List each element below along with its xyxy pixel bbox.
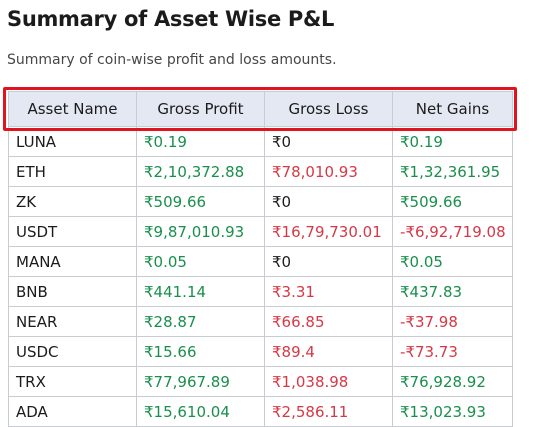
cell-gross-loss: ₹16,79,730.01 — [264, 216, 393, 247]
table-row: TRX ₹77,967.89 ₹1,038.98 ₹76,928.92 — [8, 366, 513, 397]
table-row: ADA ₹15,610.04 ₹2,586.11 ₹13,023.93 — [8, 396, 513, 427]
cell-gross-profit: ₹0.05 — [136, 246, 265, 277]
table-row: ETH ₹2,10,372.88 ₹78,010.93 ₹1,32,361.95 — [8, 156, 513, 187]
header-net-gains[interactable]: Net Gains — [392, 91, 513, 127]
cell-gross-profit: ₹28.87 — [136, 306, 265, 337]
cell-asset-name: BNB — [8, 276, 137, 307]
table-body: LUNA ₹0.19 ₹0 ₹0.19 ETH ₹2,10,372.88 ₹78,010.9… — [8, 126, 513, 427]
cell-gross-profit: ₹509.66 — [136, 186, 265, 217]
cell-asset-name: ETH — [8, 156, 137, 187]
cell-gross-profit: ₹15.66 — [136, 336, 265, 367]
cell-net-gains: -₹37.98 — [392, 306, 513, 337]
table-row: NEAR ₹28.87 ₹66.85 -₹37.98 — [8, 306, 513, 337]
cell-gross-loss: ₹78,010.93 — [264, 156, 393, 187]
table-row: LUNA ₹0.19 ₹0 ₹0.19 — [8, 126, 513, 157]
cell-gross-profit: ₹77,967.89 — [136, 366, 265, 397]
cell-net-gains: ₹0.05 — [392, 246, 513, 277]
cell-net-gains: ₹76,928.92 — [392, 366, 513, 397]
cell-gross-profit: ₹9,87,010.93 — [136, 216, 265, 247]
cell-asset-name: MANA — [8, 246, 137, 277]
cell-gross-loss: ₹3.31 — [264, 276, 393, 307]
cell-asset-name: ADA — [8, 396, 137, 427]
header-gross-loss[interactable]: Gross Loss — [264, 91, 393, 127]
cell-net-gains: ₹1,32,361.95 — [392, 156, 513, 187]
cell-asset-name: LUNA — [8, 126, 137, 157]
cell-gross-loss: ₹2,586.11 — [264, 396, 393, 427]
cell-asset-name: NEAR — [8, 306, 137, 337]
header-gross-profit[interactable]: Gross Profit — [136, 91, 265, 127]
cell-net-gains: ₹13,023.93 — [392, 396, 513, 427]
table-row: BNB ₹441.14 ₹3.31 ₹437.83 — [8, 276, 513, 307]
table-row: USDT ₹9,87,010.93 ₹16,79,730.01 -₹6,92,719.… — [8, 216, 513, 247]
page-title: Summary of Asset Wise P&L — [7, 7, 335, 31]
cell-gross-profit: ₹2,10,372.88 — [136, 156, 265, 187]
cell-gross-loss: ₹1,038.98 — [264, 366, 393, 397]
cell-net-gains: ₹437.83 — [392, 276, 513, 307]
cell-gross-profit: ₹441.14 — [136, 276, 265, 307]
table-row: MANA ₹0.05 ₹0 ₹0.05 — [8, 246, 513, 277]
cell-asset-name: TRX — [8, 366, 137, 397]
table-header: Asset Name Gross Profit Gross Loss Net G… — [8, 91, 513, 127]
cell-net-gains: ₹0.19 — [392, 126, 513, 157]
cell-gross-profit: ₹0.19 — [136, 126, 265, 157]
header-row: Asset Name Gross Profit Gross Loss Net G… — [8, 91, 513, 127]
cell-asset-name: USDT — [8, 216, 137, 247]
table-row: USDC ₹15.66 ₹89.4 -₹73.73 — [8, 336, 513, 367]
cell-gross-loss: ₹0 — [264, 186, 393, 217]
cell-gross-loss: ₹66.85 — [264, 306, 393, 337]
header-asset-name[interactable]: Asset Name — [8, 91, 137, 127]
page-subtitle: Summary of coin-wise profit and loss amo… — [7, 52, 337, 68]
cell-asset-name: ZK — [8, 186, 137, 217]
pnl-table: Asset Name Gross Profit Gross Loss Net G… — [8, 91, 513, 427]
pnl-table-container: Asset Name Gross Profit Gross Loss Net G… — [8, 91, 513, 427]
cell-asset-name: USDC — [8, 336, 137, 367]
cell-gross-loss: ₹0 — [264, 246, 393, 277]
table-row: ZK ₹509.66 ₹0 ₹509.66 — [8, 186, 513, 217]
cell-net-gains: -₹6,92,719.08 — [392, 216, 513, 247]
cell-gross-loss: ₹0 — [264, 126, 393, 157]
cell-net-gains: ₹509.66 — [392, 186, 513, 217]
cell-gross-loss: ₹89.4 — [264, 336, 393, 367]
cell-net-gains: -₹73.73 — [392, 336, 513, 367]
cell-gross-profit: ₹15,610.04 — [136, 396, 265, 427]
